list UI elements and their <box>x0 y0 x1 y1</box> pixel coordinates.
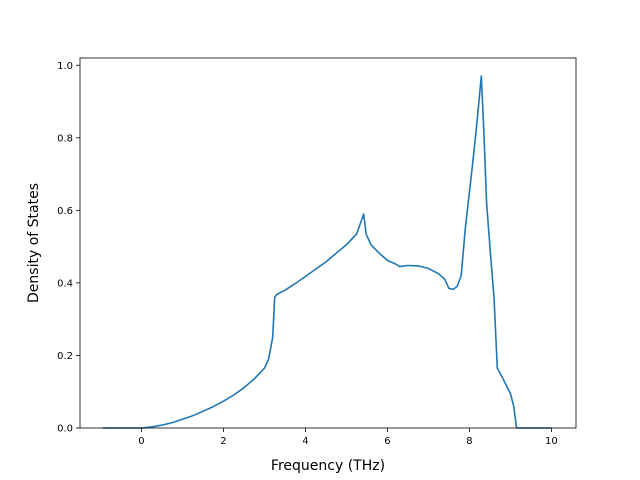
x-tick-label: 10 <box>545 436 558 447</box>
y-tick-label: 0.8 <box>57 133 73 144</box>
x-axis-ticks: 0 2 4 6 8 10 <box>138 428 558 447</box>
y-tick-label: 0.6 <box>57 206 73 217</box>
plot-area <box>79 57 577 429</box>
y-axis-label: Density of States <box>26 183 42 303</box>
y-tick-label: 1.0 <box>57 61 73 72</box>
y-tick-label: 0.2 <box>57 351 73 362</box>
dos-series-line <box>102 75 552 429</box>
x-tick-label: 8 <box>466 436 472 447</box>
y-tick-label: 0.0 <box>57 424 73 435</box>
y-tick-label: 0.4 <box>57 278 73 289</box>
x-axis-label: Frequency (THz) <box>271 458 385 474</box>
x-tick-label: 4 <box>302 436 308 447</box>
x-tick-label: 0 <box>138 436 144 447</box>
x-tick-label: 2 <box>220 436 226 447</box>
plot-frame <box>79 57 577 429</box>
y-axis-ticks: 0.0 0.2 0.4 0.6 0.8 1.0 <box>57 61 80 435</box>
x-tick-label: 6 <box>384 436 390 447</box>
